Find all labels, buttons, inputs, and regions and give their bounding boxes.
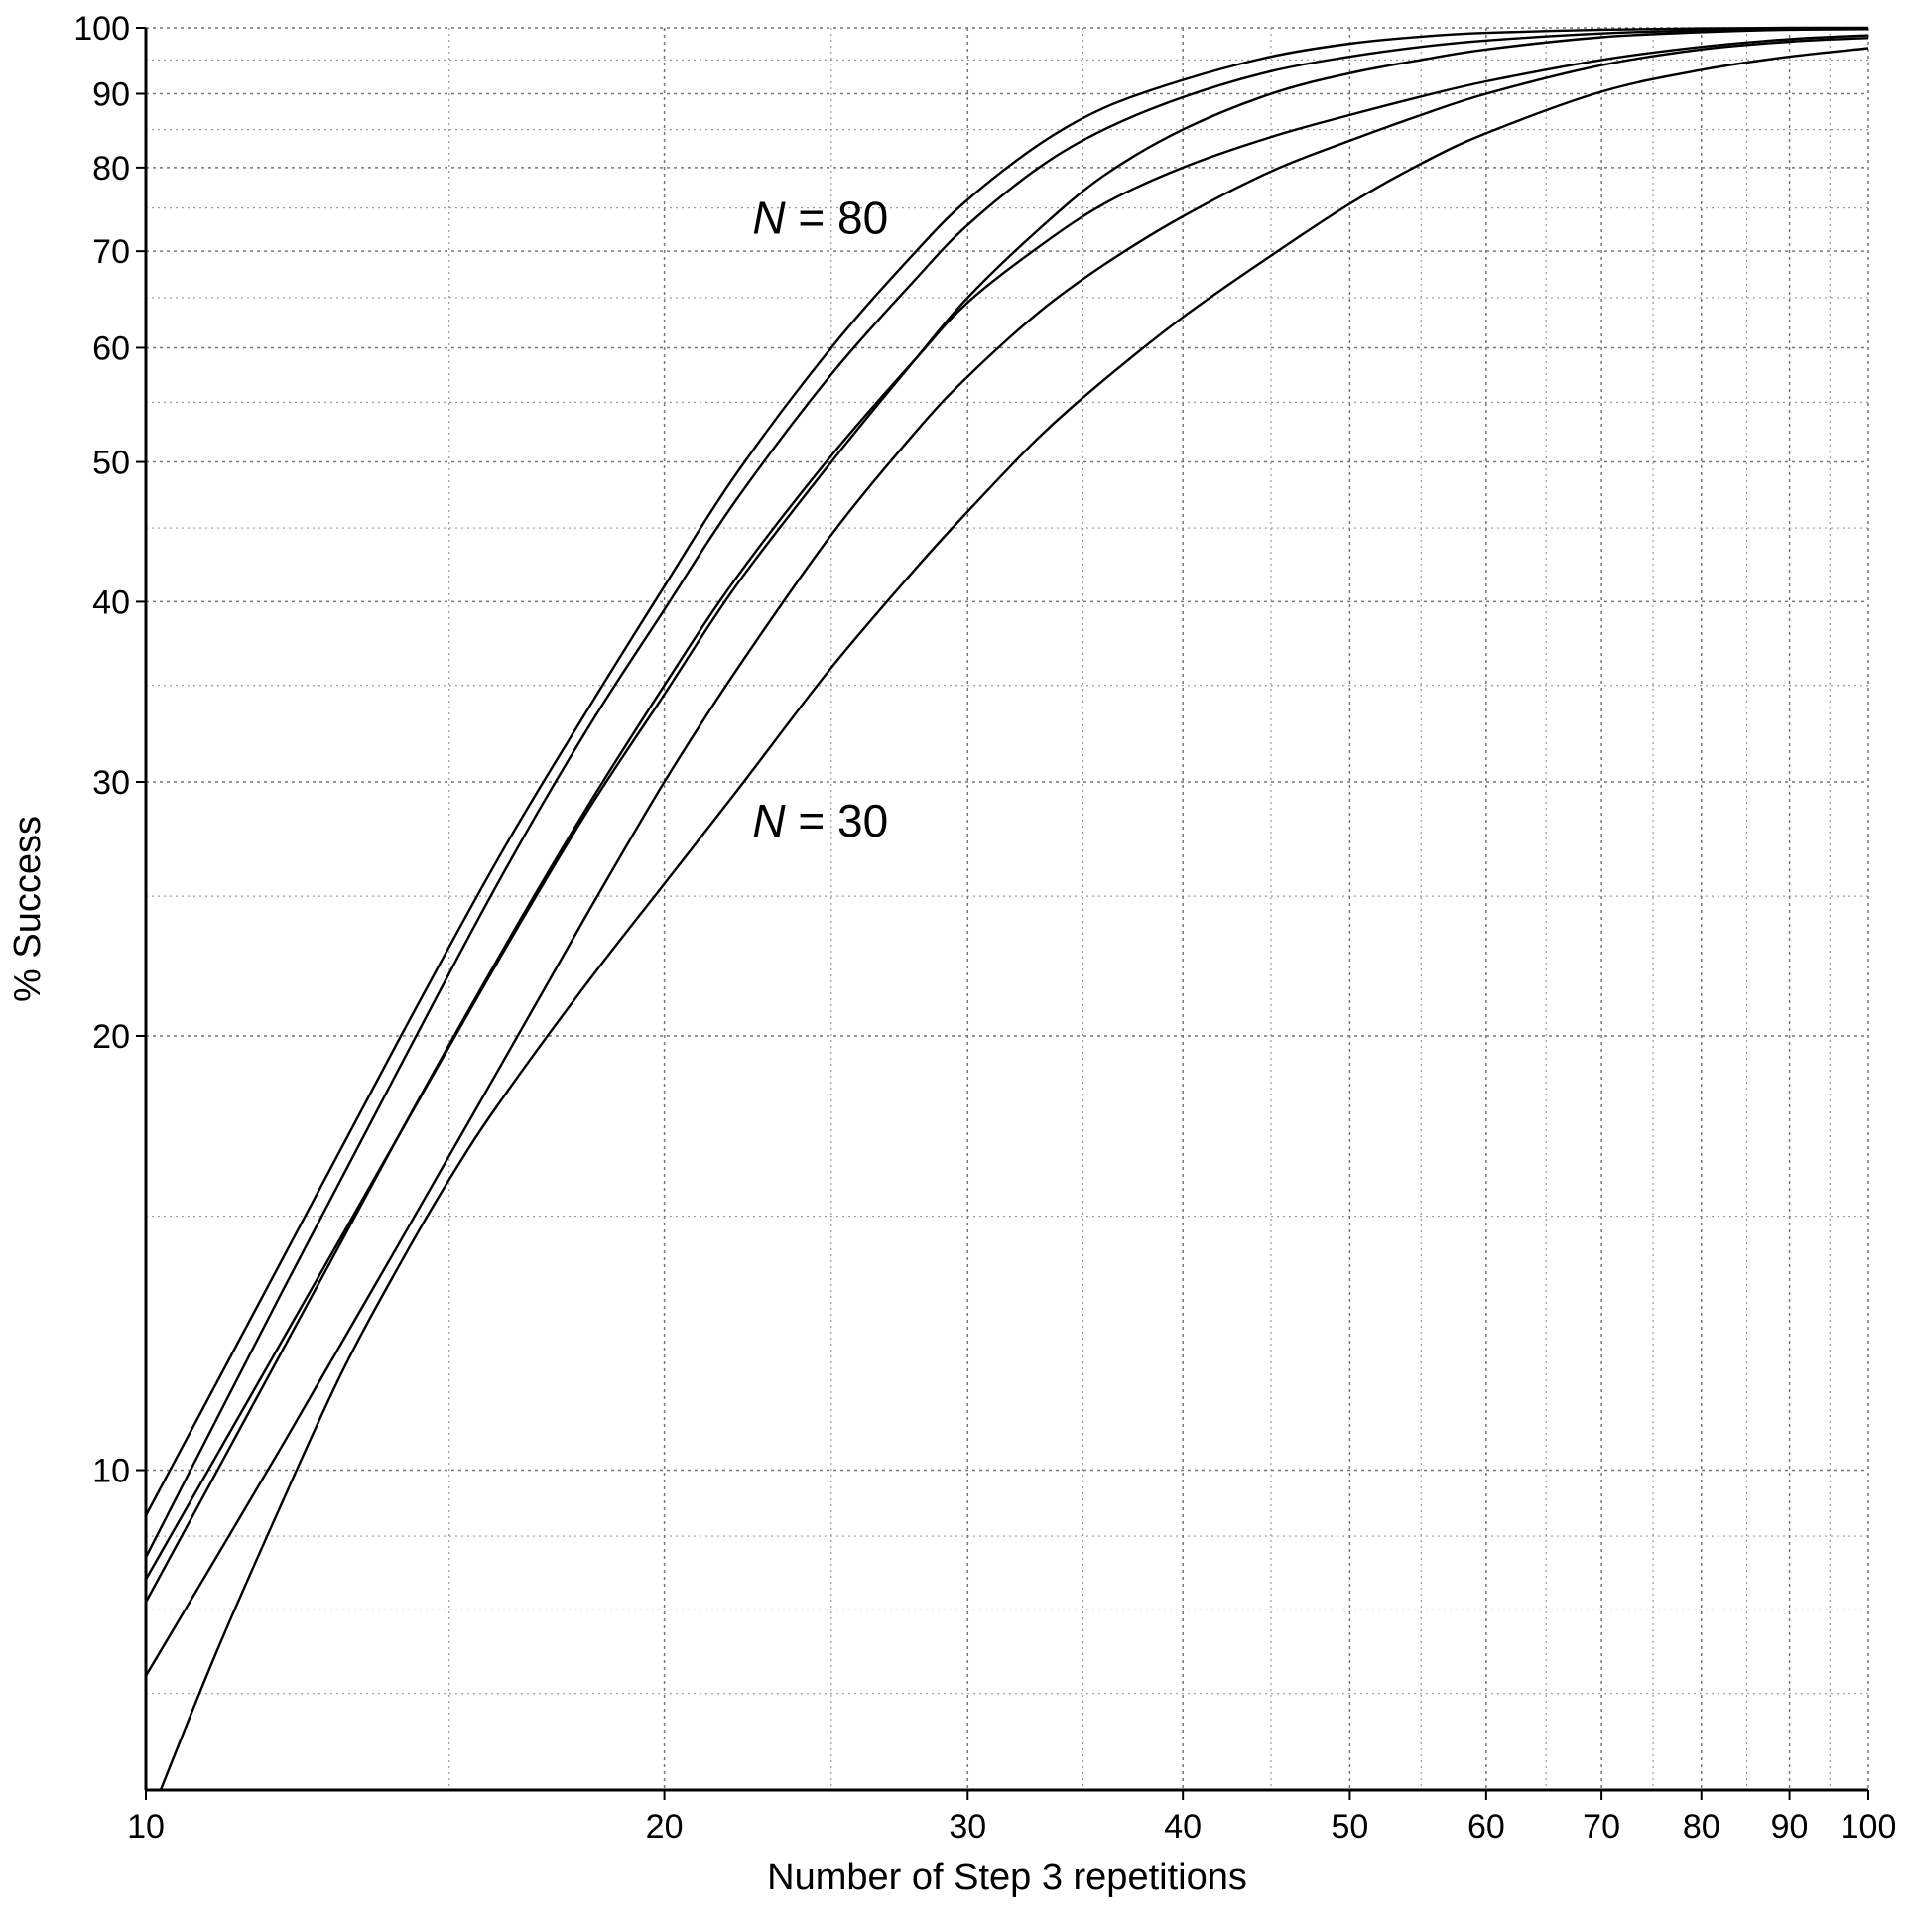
annotations: N = 80N = 30 [752, 192, 888, 846]
y-tick-label: 50 [92, 445, 130, 482]
annotation-label-2: N = 30 [752, 795, 888, 846]
x-axis-title: Number of Step 3 repetitions [767, 1857, 1247, 1898]
x-tick-label: 20 [646, 1808, 684, 1846]
series-line-2 [144, 27, 1869, 1558]
annotation-value: = 80 [786, 192, 889, 243]
axes [144, 28, 1868, 1792]
x-tick-label: 80 [1683, 1808, 1720, 1846]
y-axis-title: % Success [7, 816, 49, 1002]
y-tick-labels: 10 20 30 40 50 60 70 80 90 100 [73, 10, 130, 1490]
series-line-3 [144, 28, 1869, 1581]
y-tick-label: 40 [92, 583, 130, 621]
x-tick-label: 40 [1164, 1808, 1202, 1846]
x-tick-label: 100 [1841, 1808, 1897, 1846]
annotation-value: = 30 [786, 795, 889, 846]
annotation-variable: N [752, 192, 786, 243]
series-lines [144, 26, 1869, 1791]
series-line-1 [144, 26, 1869, 1516]
y-tick-label: 20 [92, 1018, 130, 1056]
x-tick-labels: 10 20 30 40 50 60 70 80 90 100 [127, 1808, 1896, 1846]
x-tick-label: 10 [127, 1808, 165, 1846]
y-tick-label: 80 [92, 150, 130, 188]
series-line-4 [144, 34, 1869, 1604]
y-tick-label: 60 [92, 329, 130, 367]
x-tick-label: 90 [1771, 1808, 1809, 1846]
tick-marks [136, 27, 1869, 1800]
x-tick-label: 30 [949, 1808, 986, 1846]
annotation-label-1: N = 80 [752, 192, 888, 243]
x-tick-label: 60 [1467, 1808, 1505, 1846]
y-tick-label: 10 [92, 1453, 130, 1490]
x-tick-label: 50 [1331, 1808, 1368, 1846]
series-line-5 [144, 37, 1869, 1677]
y-tick-label: 100 [73, 10, 130, 48]
y-tick-label: 30 [92, 764, 130, 802]
major-gridlines [145, 27, 1869, 1790]
y-tick-label: 70 [92, 233, 130, 271]
series-line-6 [159, 47, 1869, 1791]
y-tick-label: 90 [92, 76, 130, 114]
x-tick-label: 70 [1583, 1808, 1620, 1846]
annotation-variable: N [752, 795, 786, 846]
minor-gridlines [146, 28, 1868, 1790]
